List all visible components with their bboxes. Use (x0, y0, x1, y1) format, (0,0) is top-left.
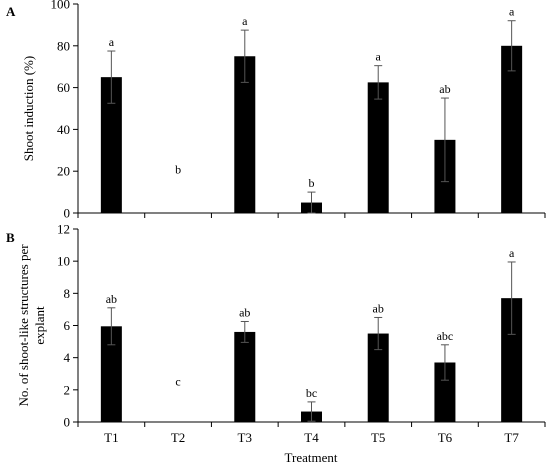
bar (367, 82, 389, 213)
y-tick-label: 8 (64, 286, 71, 301)
significance-letter: b (309, 176, 315, 190)
y-tick-label: 2 (64, 382, 71, 397)
significance-letter: a (109, 35, 115, 49)
significance-letter: abc (437, 329, 454, 343)
x-tick-label: T3 (238, 430, 252, 445)
significance-letter: a (509, 5, 515, 19)
bar (100, 326, 122, 422)
significance-letter: a (509, 246, 515, 260)
y-tick-label: 10 (57, 254, 70, 269)
y-tick-label: 60 (57, 80, 70, 95)
significance-letter: ab (106, 292, 117, 306)
significance-letter: ab (439, 82, 450, 96)
bar (501, 45, 523, 213)
bar (434, 362, 456, 422)
x-tick-label: T5 (371, 430, 385, 445)
x-tick-label: T7 (504, 430, 519, 445)
y-axis-label: explant (32, 306, 47, 345)
significance-letter: b (175, 162, 181, 176)
panel-label: B (6, 230, 15, 245)
y-tick-label: 6 (64, 318, 71, 333)
y-tick-label: 12 (57, 222, 70, 237)
significance-letter: ab (239, 305, 250, 319)
y-tick-label: 0 (64, 415, 71, 430)
y-tick-label: 20 (57, 164, 70, 179)
y-tick-label: 100 (51, 0, 71, 12)
y-axis-label: No. of shoot-like structures per (16, 244, 31, 407)
bar (367, 333, 389, 422)
bar (100, 77, 122, 214)
y-tick-label: 4 (64, 350, 71, 365)
significance-letter: bc (306, 386, 317, 400)
x-axis-label: Treatment (285, 450, 338, 465)
bar (501, 298, 523, 422)
y-tick-label: 80 (57, 38, 70, 53)
bar (234, 331, 256, 422)
significance-letter: ab (373, 301, 384, 315)
significance-letter: c (175, 374, 180, 388)
y-tick-label: 0 (64, 206, 71, 221)
x-tick-label: T4 (304, 430, 319, 445)
x-tick-label: T2 (171, 430, 185, 445)
x-tick-label: T6 (438, 430, 453, 445)
significance-letter: a (242, 14, 248, 28)
panel-label: A (6, 4, 16, 19)
significance-letter: a (376, 50, 382, 64)
y-axis-label: Shoot induction (%) (21, 56, 36, 161)
x-tick-label: T1 (104, 430, 118, 445)
panel-b: B 0 2 4 6 8 10 12 ab T1 c T2 ab T3 bc T4 ab T5 abc T6 a T7 No.… (6, 222, 546, 445)
y-tick-label: 40 (57, 122, 70, 137)
bar (234, 56, 256, 213)
